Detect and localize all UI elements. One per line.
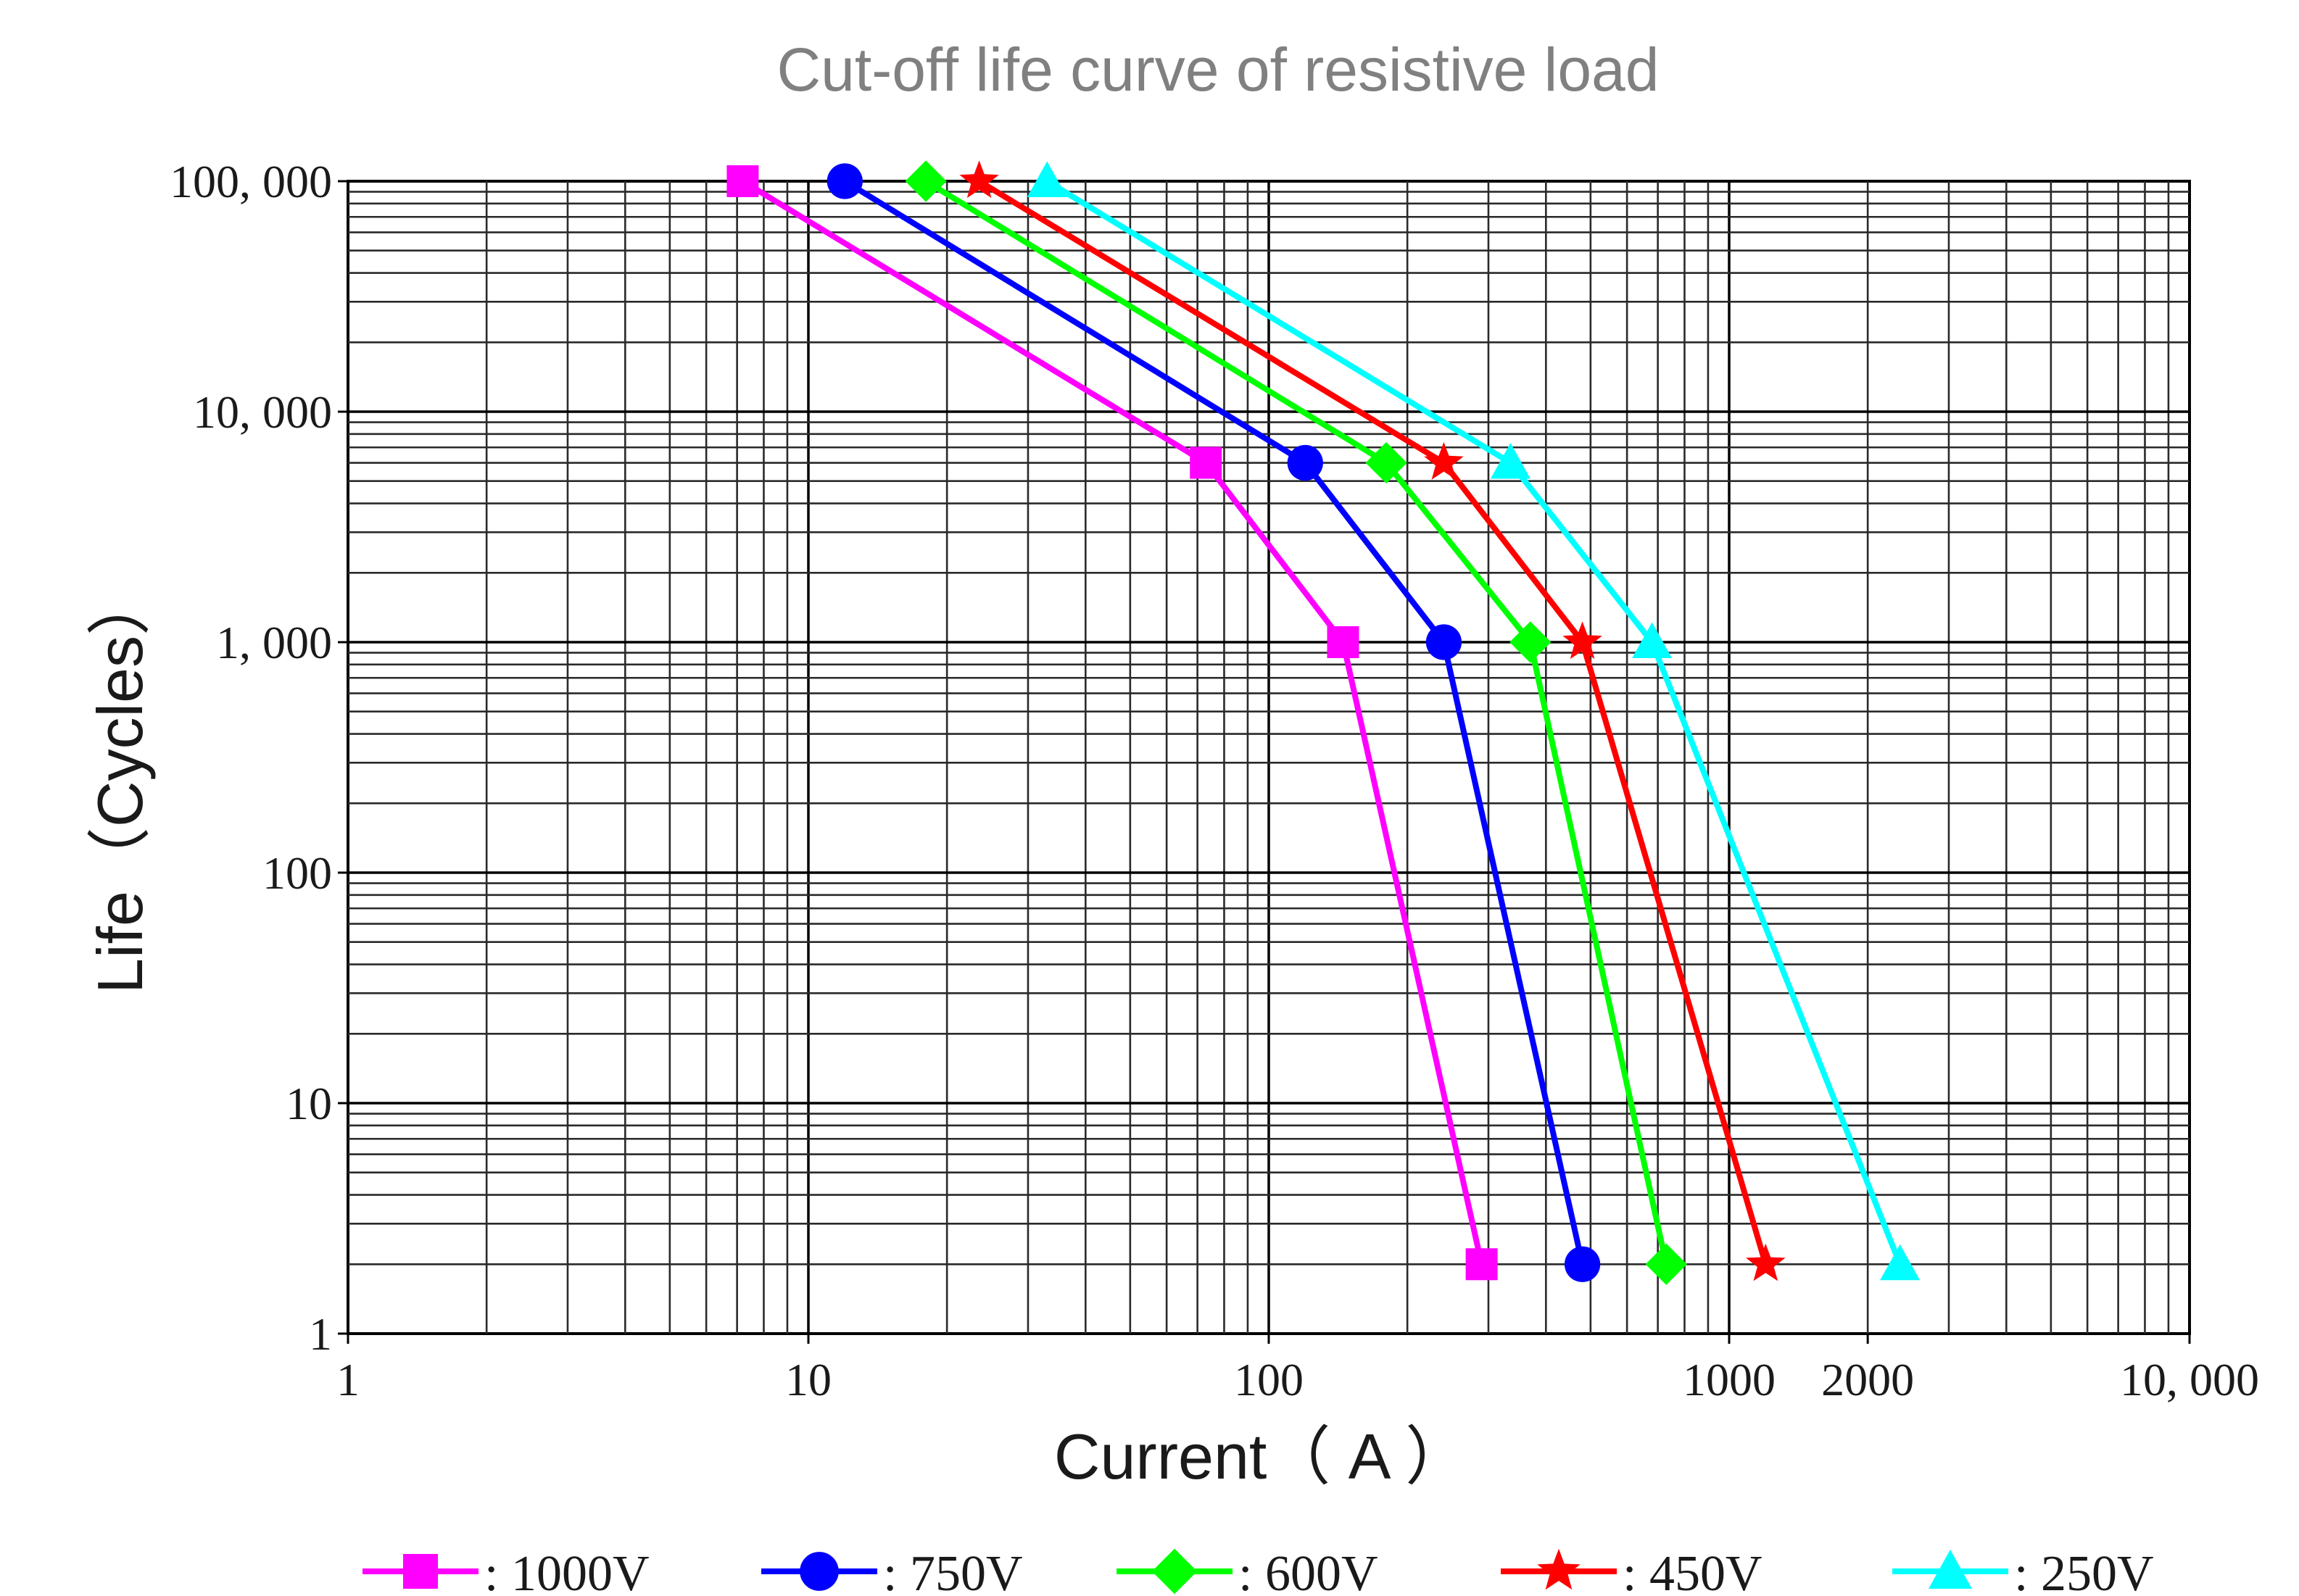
- y-tick-label: 10: [286, 1078, 332, 1129]
- legend-marker: [403, 1554, 438, 1589]
- y-axis-label: Life（Cycles）: [84, 572, 156, 994]
- x-tick-label: 10, 000: [2120, 1354, 2259, 1405]
- data-point: [1287, 444, 1323, 481]
- series-line: [741, 178, 1485, 1265]
- legend: : 1000V : 750V : 600V : 450V : 250V: [363, 1546, 2154, 1596]
- legend-marker: [1537, 1548, 1581, 1590]
- x-tick-label: 100: [1234, 1354, 1304, 1405]
- legend-label: : 1000V: [484, 1546, 650, 1596]
- y-tick-label: 100: [262, 847, 332, 899]
- x-tick-label: 1000: [1683, 1354, 1776, 1405]
- axis-ticks: 1 10 100 1000 2000 10, 000 1 10 100 1, 000 10, 000…: [170, 156, 2259, 1405]
- data-point: [959, 160, 999, 199]
- data-point: [1424, 441, 1464, 480]
- y-tick-label: 1, 000: [216, 617, 332, 668]
- data-point: [1190, 446, 1222, 479]
- legend-label: : 250V: [2014, 1546, 2154, 1596]
- x-tick-label: 10: [785, 1354, 832, 1405]
- legend-marker: [800, 1552, 839, 1591]
- series-line: [1045, 178, 1903, 1265]
- legend-marker: [1929, 1550, 1972, 1589]
- data-point: [1365, 441, 1407, 484]
- data-point: [1746, 1243, 1786, 1281]
- data-point: [726, 165, 759, 197]
- x-tick-label: 2000: [1821, 1354, 1914, 1405]
- series-line: [977, 178, 1769, 1265]
- data-point: [1632, 622, 1673, 658]
- legend-label: : 600V: [1238, 1546, 1378, 1596]
- legend-label: : 750V: [883, 1546, 1023, 1596]
- data-point: [1564, 1246, 1601, 1282]
- series-group: [726, 160, 1921, 1285]
- x-axis-label: Current（ A ）: [1054, 1421, 1469, 1492]
- data-point: [1425, 624, 1462, 660]
- chart-title: Cut-off life curve of resistive load: [777, 36, 1660, 104]
- data-point: [1645, 1243, 1687, 1285]
- data-point: [1509, 621, 1552, 663]
- data-point: [1562, 621, 1602, 660]
- legend-marker: [1151, 1548, 1198, 1595]
- data-point: [827, 163, 863, 199]
- series-line: [843, 178, 1586, 1265]
- y-tick-label: 100, 000: [170, 156, 332, 207]
- data-point: [1465, 1248, 1498, 1281]
- data-point: [1027, 161, 1067, 197]
- y-tick-label: 10, 000: [193, 386, 332, 438]
- data-point: [1880, 1244, 1921, 1281]
- data-point: [1490, 443, 1530, 479]
- legend-label: : 450V: [1623, 1546, 1762, 1596]
- data-point: [905, 160, 947, 202]
- x-tick-label: 1: [336, 1354, 360, 1405]
- series-line: [924, 178, 1670, 1265]
- y-tick-label: 1: [309, 1308, 332, 1360]
- grid: [347, 180, 2191, 1335]
- data-point: [1327, 626, 1359, 658]
